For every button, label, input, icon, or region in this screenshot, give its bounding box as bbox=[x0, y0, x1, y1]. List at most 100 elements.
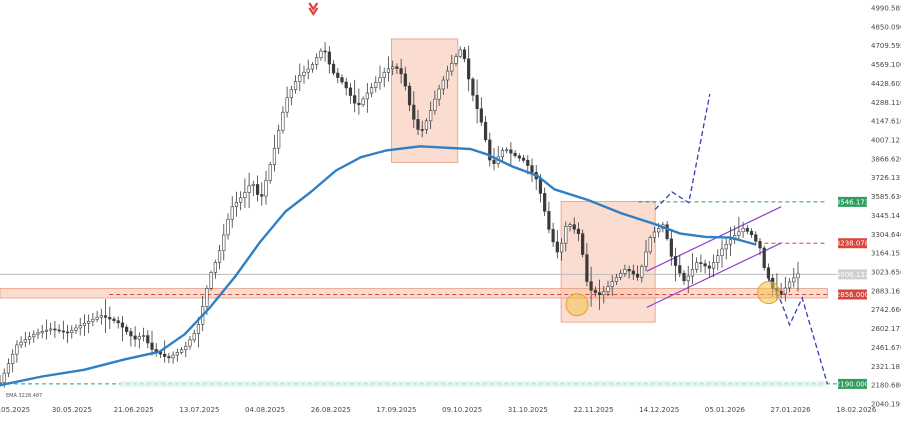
candle-body bbox=[593, 289, 597, 293]
candle-body bbox=[196, 324, 201, 334]
candle-body bbox=[458, 49, 462, 57]
candle-body bbox=[0, 382, 2, 384]
candle-body bbox=[564, 226, 568, 244]
candle-body bbox=[302, 71, 306, 76]
candle-body bbox=[331, 63, 336, 74]
candle-body bbox=[336, 72, 340, 78]
x-tick-label: 26.08.2025 bbox=[311, 406, 351, 414]
x-tick-label: 08.05.2025 bbox=[0, 406, 30, 414]
candle-body bbox=[429, 110, 433, 122]
y-tick-label: 3164.151 bbox=[871, 250, 901, 258]
candle-body bbox=[188, 339, 192, 347]
candle-body bbox=[209, 272, 213, 289]
candle-body bbox=[589, 281, 593, 291]
candle-body bbox=[754, 234, 758, 242]
candle-body bbox=[19, 341, 23, 346]
y-tick-label: 2602.171 bbox=[871, 325, 901, 333]
candle-body bbox=[640, 266, 644, 278]
candle-body bbox=[652, 231, 657, 238]
candle-body bbox=[395, 66, 399, 69]
candle-body bbox=[11, 353, 15, 364]
candle-body bbox=[665, 224, 669, 240]
candle-body bbox=[272, 147, 277, 165]
candle-body bbox=[792, 277, 796, 283]
candle-body bbox=[669, 238, 673, 257]
candle-body bbox=[365, 92, 369, 100]
projection-path-0 bbox=[654, 93, 711, 210]
candle-body bbox=[23, 339, 27, 343]
candle-body bbox=[673, 256, 678, 266]
candle-body bbox=[382, 72, 386, 78]
candle-body bbox=[526, 160, 530, 166]
y-tick-label: 3866.626 bbox=[871, 155, 901, 163]
candle-body bbox=[728, 239, 733, 245]
candle-body bbox=[581, 233, 585, 255]
candle-body bbox=[6, 363, 11, 374]
y-tick-label: 2040.191 bbox=[871, 401, 901, 409]
candle-body bbox=[213, 262, 217, 273]
y-tick-label: 3023.656 bbox=[871, 268, 901, 276]
price-tag-1 bbox=[838, 238, 867, 249]
candle-body bbox=[179, 349, 184, 353]
candle-body bbox=[699, 262, 703, 265]
candle-body bbox=[217, 250, 222, 263]
candle-body bbox=[268, 164, 272, 181]
candle-body bbox=[749, 231, 754, 236]
channel-lower-line bbox=[646, 242, 782, 308]
candle-body bbox=[205, 288, 209, 307]
candle-body bbox=[796, 273, 800, 279]
candle-body bbox=[374, 82, 378, 88]
x-tick-label: 21.06.2025 bbox=[114, 406, 154, 414]
candle-body bbox=[695, 262, 699, 270]
candle-body bbox=[222, 234, 226, 251]
candle-body bbox=[125, 326, 129, 332]
candle-body bbox=[112, 318, 116, 322]
candle-body bbox=[167, 356, 171, 359]
y-tick-label: 4147.616 bbox=[871, 118, 901, 126]
candle-body bbox=[483, 121, 488, 141]
candle-body bbox=[492, 159, 496, 164]
highlight-circle-0 bbox=[565, 293, 589, 317]
candle-body bbox=[103, 315, 108, 318]
candle-body bbox=[251, 184, 255, 187]
candle-body bbox=[27, 336, 32, 340]
candle-body bbox=[61, 330, 65, 333]
candle-body bbox=[762, 247, 766, 268]
candle-body bbox=[441, 79, 445, 90]
candle-body bbox=[597, 292, 602, 296]
candle-body bbox=[737, 231, 741, 236]
candle-body bbox=[361, 98, 365, 106]
candle-body bbox=[703, 263, 707, 267]
candle-body bbox=[319, 50, 323, 59]
candle-body bbox=[57, 329, 61, 332]
candle-body bbox=[340, 77, 344, 83]
candle-body bbox=[226, 218, 230, 236]
candle-body bbox=[2, 372, 6, 383]
y-tick-label: 4990.585 bbox=[871, 5, 901, 13]
y-tick-label: 4709.595 bbox=[871, 42, 901, 50]
candle-body bbox=[65, 331, 70, 334]
candle-body bbox=[44, 329, 49, 332]
candle-body bbox=[758, 241, 762, 249]
x-tick-label: 09.10.2025 bbox=[442, 406, 482, 414]
candle-body bbox=[150, 342, 154, 350]
candle-body bbox=[517, 155, 521, 159]
y-tick-label: 4569.100 bbox=[871, 61, 901, 69]
candle-body bbox=[424, 120, 429, 130]
candle-body bbox=[657, 228, 661, 233]
highlight-zone-0 bbox=[391, 38, 459, 163]
candle-body bbox=[281, 111, 285, 131]
candle-body bbox=[353, 95, 357, 104]
candle-body bbox=[163, 353, 167, 357]
candle-body bbox=[230, 206, 234, 220]
candle-body bbox=[623, 269, 627, 274]
support-band bbox=[120, 380, 828, 387]
y-tick-label: 3585.636 bbox=[871, 193, 901, 201]
candle-body bbox=[610, 281, 614, 287]
candle-body bbox=[407, 85, 412, 106]
candle-body bbox=[315, 57, 319, 65]
price-tag-label: 3546.173 bbox=[836, 198, 869, 206]
candle-body bbox=[310, 64, 315, 70]
